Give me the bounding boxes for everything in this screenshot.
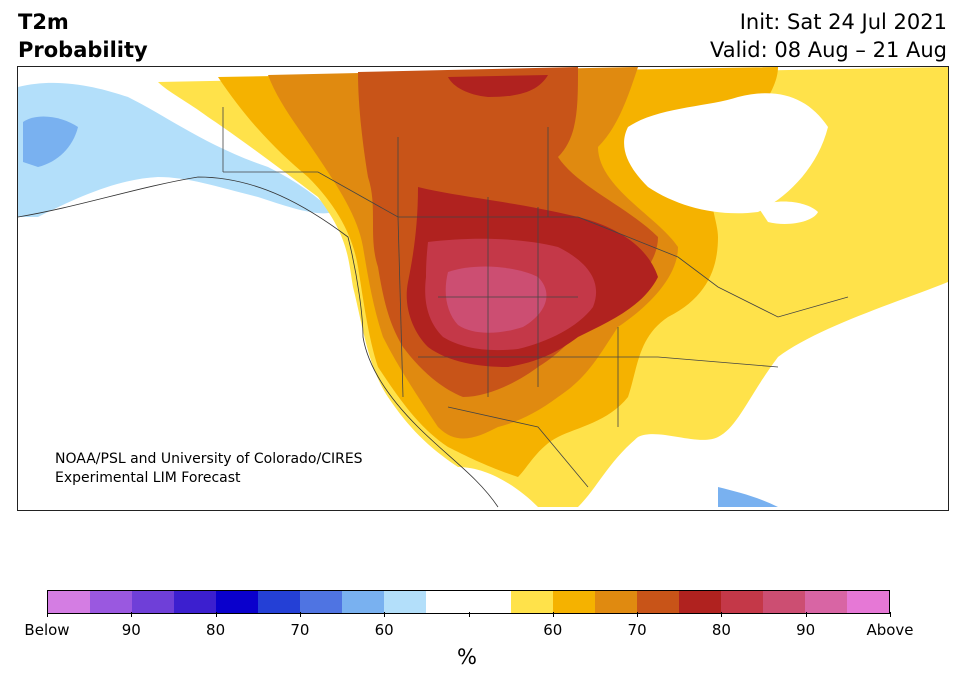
title-variable: T2m	[18, 10, 69, 34]
colorbar-tick-label: 70	[627, 621, 647, 639]
credit-text: NOAA/PSL and University of Colorado/CIRE…	[55, 450, 363, 488]
colorbar-tick	[721, 612, 723, 617]
colorbar-tick	[805, 612, 807, 617]
colorbar-segment	[132, 591, 175, 613]
credit-line2: Experimental LIM Forecast	[55, 470, 241, 486]
colorbar-tick-label: Below	[24, 621, 70, 639]
political-boundaries	[222, 107, 849, 488]
colorbar-tick	[468, 612, 470, 617]
above-red-north	[448, 75, 548, 97]
neutral-region-lake	[758, 201, 818, 224]
colorbar	[47, 590, 890, 614]
colorbar-segment	[342, 591, 385, 613]
colorbar-tick-label: 90	[796, 621, 816, 639]
colorbar-unit: %	[457, 645, 477, 669]
colorbar-tick-label: 70	[290, 621, 310, 639]
colorbar-tick	[637, 612, 639, 617]
colorbar-segment	[762, 591, 805, 613]
colorbar-segment	[300, 591, 343, 613]
colorbar-tick-label: 60	[543, 621, 563, 639]
colorbar-segment	[804, 591, 847, 613]
colorbar-segment	[48, 591, 91, 613]
forecast-dates: Init: Sat 24 Jul 2021 Valid: 08 Aug – 21…	[710, 8, 947, 64]
colorbar-tick	[890, 612, 891, 617]
colorbar-tick	[299, 612, 301, 617]
below-normal-core	[23, 116, 78, 167]
below-normal-cuba	[718, 487, 778, 507]
valid-range: Valid: 08 Aug – 21 Aug	[709, 38, 947, 62]
colorbar-segment	[846, 591, 889, 613]
probability-map: NOAA/PSL and University of Colorado/CIRE…	[17, 66, 949, 511]
colorbar-segment	[510, 591, 553, 613]
colorbar-tick-label: 80	[711, 621, 731, 639]
credit-line1: NOAA/PSL and University of Colorado/CIRE…	[55, 451, 363, 467]
colorbar-tick	[552, 612, 554, 617]
map-title: T2m Probability	[18, 8, 148, 64]
colorbar-segment	[594, 591, 637, 613]
colorbar-segment	[678, 591, 721, 613]
colorbar-tick-label: 80	[206, 621, 226, 639]
colorbar-segment	[426, 591, 469, 613]
colorbar-segment	[468, 591, 511, 613]
colorbar-tick-label: 90	[121, 621, 141, 639]
colorbar-segment	[258, 591, 301, 613]
map-canvas	[18, 67, 948, 508]
init-date: Init: Sat 24 Jul 2021	[739, 10, 947, 34]
colorbar-segment	[552, 591, 595, 613]
colorbar-tick	[131, 612, 133, 617]
colorbar-segment	[384, 591, 427, 613]
colorbar-tick-label: Above	[866, 621, 914, 639]
colorbar-tick-label: 60	[374, 621, 394, 639]
colorbar-segment	[174, 591, 217, 613]
colorbar-segment	[720, 591, 763, 613]
neutral-region-east	[624, 93, 828, 214]
below-normal-region	[18, 82, 333, 217]
coastline	[18, 176, 499, 508]
title-type: Probability	[18, 38, 148, 62]
colorbar-tick	[215, 612, 217, 617]
above-pink-region	[445, 266, 547, 333]
colorbar-segment	[216, 591, 259, 613]
colorbar-segment	[636, 591, 679, 613]
colorbar-tick	[47, 612, 48, 617]
colorbar-tick	[384, 612, 386, 617]
colorbar-segment	[90, 591, 133, 613]
